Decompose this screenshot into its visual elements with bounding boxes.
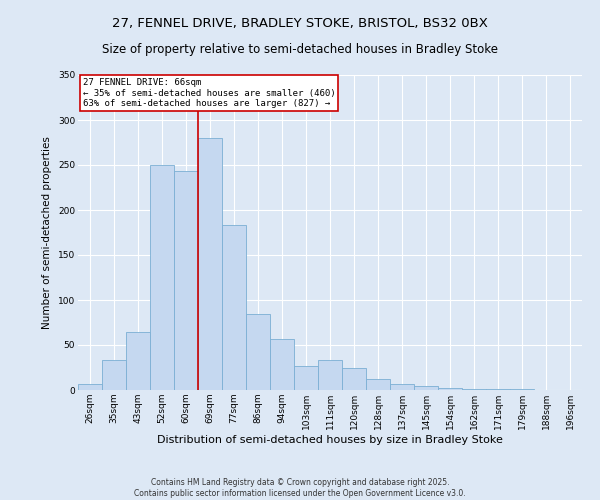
Bar [102,360,126,390]
Bar [78,384,102,390]
Bar [366,379,390,390]
Bar [510,389,534,390]
Bar [198,138,222,390]
Y-axis label: Number of semi-detached properties: Number of semi-detached properties [43,136,52,329]
Bar [150,165,174,390]
Bar [246,314,270,390]
X-axis label: Distribution of semi-detached houses by size in Bradley Stoke: Distribution of semi-detached houses by … [157,434,503,444]
Text: Contains HM Land Registry data © Crown copyright and database right 2025.
Contai: Contains HM Land Registry data © Crown c… [134,478,466,498]
Bar [414,386,438,390]
Text: 27, FENNEL DRIVE, BRADLEY STOKE, BRISTOL, BS32 0BX: 27, FENNEL DRIVE, BRADLEY STOKE, BRISTOL… [112,18,488,30]
Text: 27 FENNEL DRIVE: 66sqm
← 35% of semi-detached houses are smaller (460)
63% of se: 27 FENNEL DRIVE: 66sqm ← 35% of semi-det… [83,78,335,108]
Bar [222,226,246,390]
Bar [318,360,342,390]
Bar [390,384,414,390]
Bar [486,389,510,390]
Bar [126,332,150,390]
Bar [462,389,486,390]
Bar [342,368,366,390]
Bar [294,366,318,390]
Bar [174,172,198,390]
Bar [438,388,462,390]
Bar [270,338,294,390]
Text: Size of property relative to semi-detached houses in Bradley Stoke: Size of property relative to semi-detach… [102,42,498,56]
